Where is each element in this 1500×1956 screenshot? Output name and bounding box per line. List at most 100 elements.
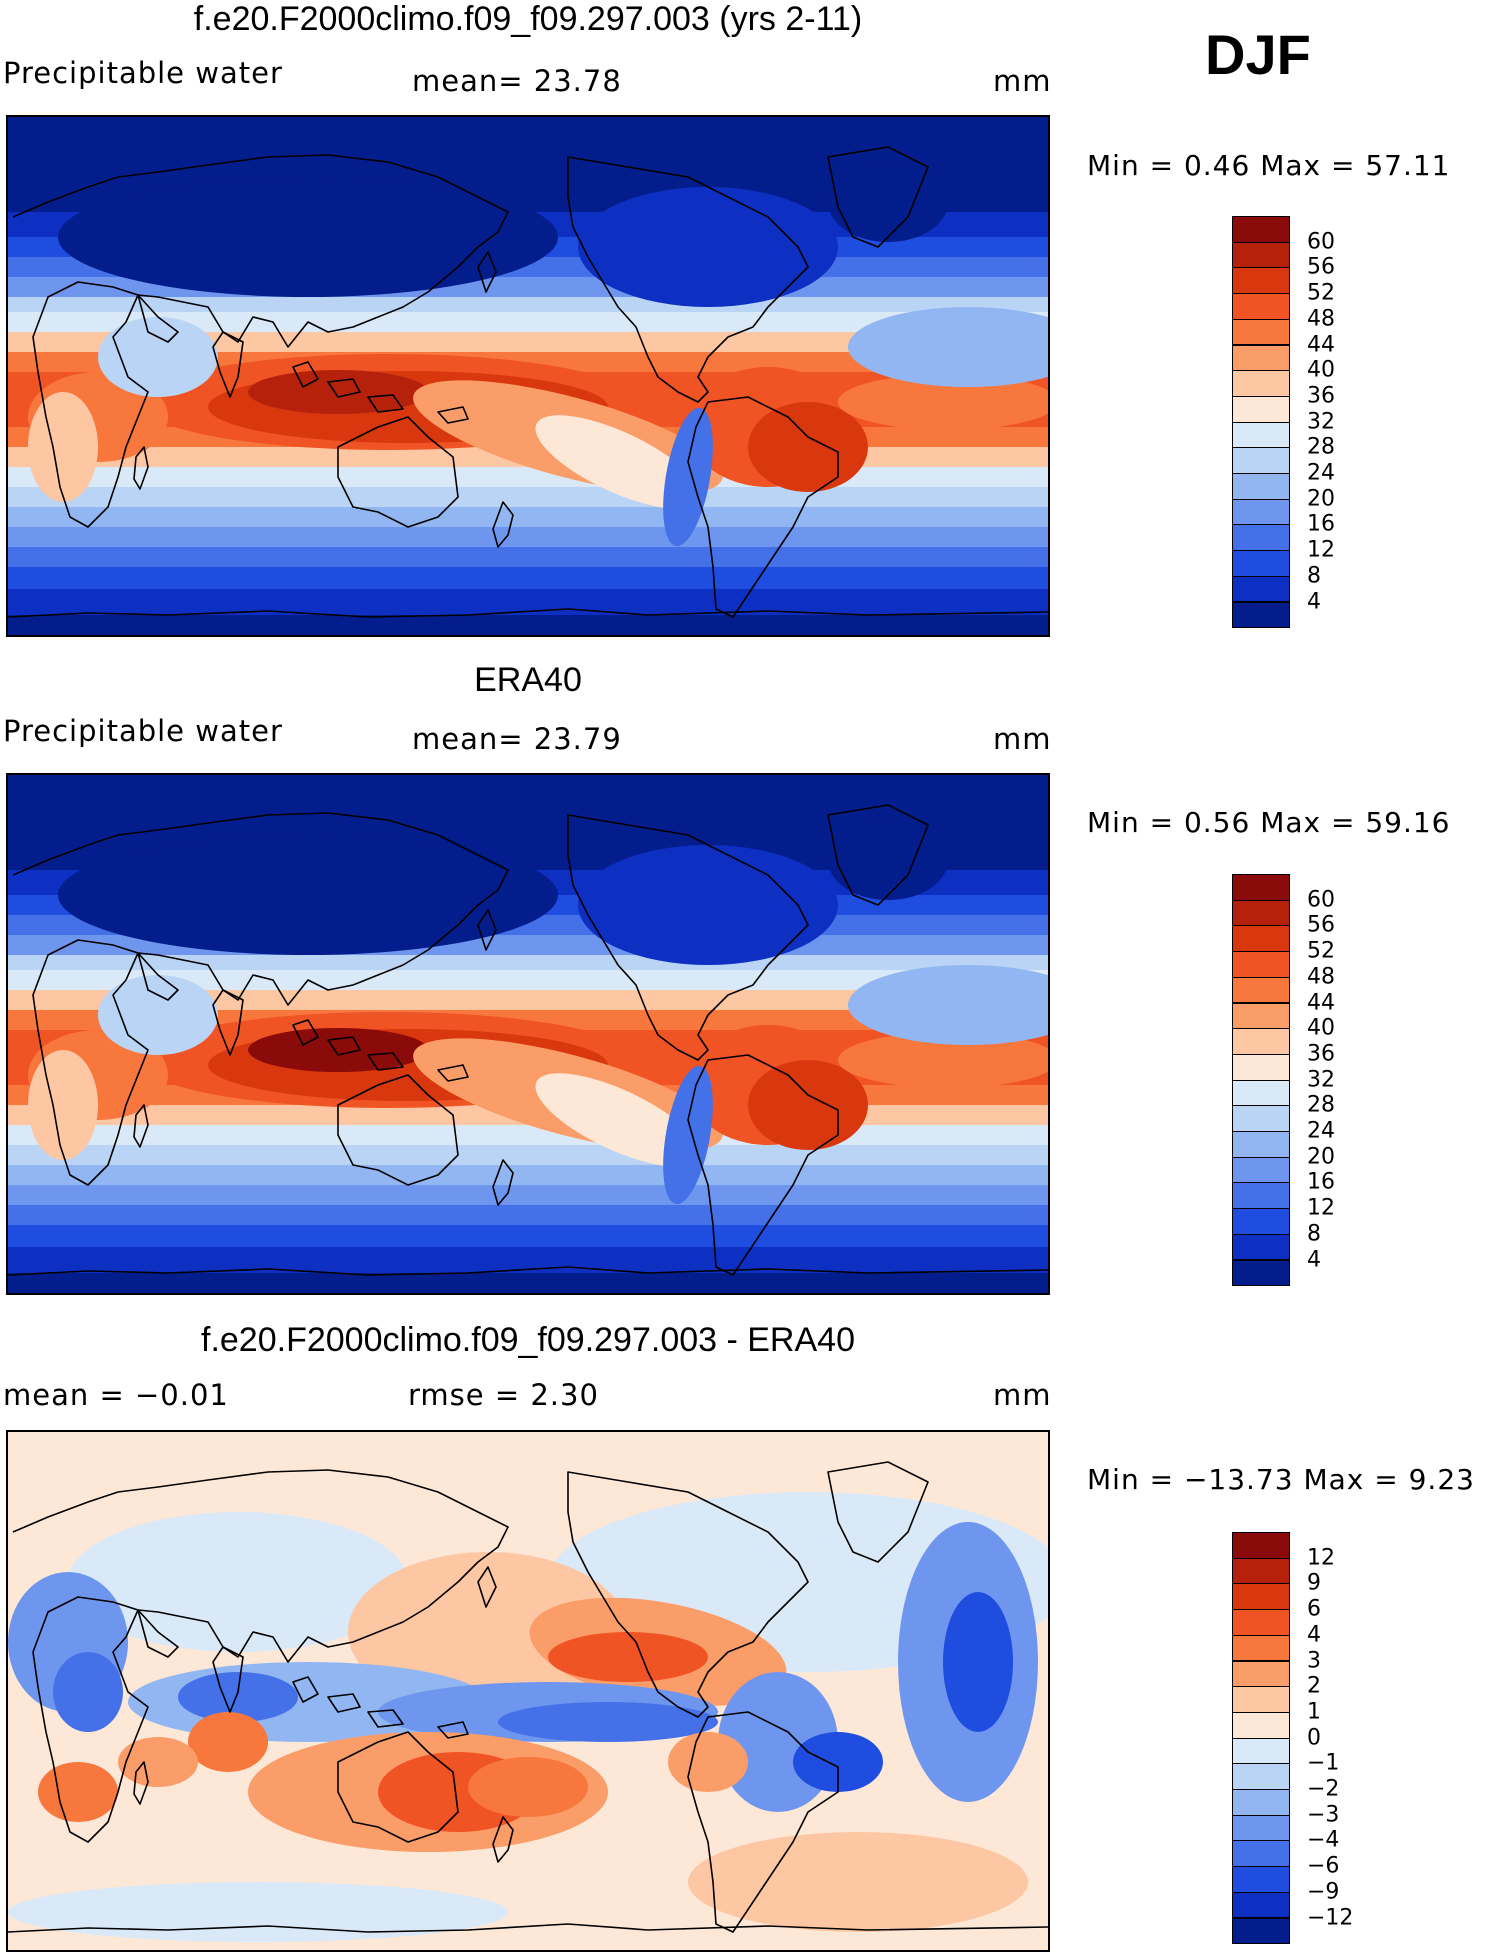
colorbar-box <box>1232 1866 1290 1893</box>
panel-1-minmax: Min = 0.46 Max = 57.11 <box>1087 149 1451 182</box>
colorbar-tick-label: −6 <box>1307 1853 1340 1879</box>
colorbar-tick-label: 52 <box>1307 280 1335 306</box>
colorbar-tick-label: 28 <box>1307 1092 1335 1118</box>
colorbar-tick-label: 4 <box>1307 1622 1321 1648</box>
colorbar-box <box>1232 293 1290 320</box>
colorbar-tick-label: 6 <box>1307 1596 1321 1622</box>
colorbar-box <box>1232 1053 1290 1081</box>
colorbar-tick-label: 40 <box>1307 1015 1335 1041</box>
colorbar-tick-label: 56 <box>1307 912 1335 938</box>
colorbar-box <box>1232 951 1290 978</box>
colorbar-box <box>1232 1789 1290 1816</box>
panel-2-minmax: Min = 0.56 Max = 59.16 <box>1087 806 1451 839</box>
colorbar-tick-label: 32 <box>1307 1067 1335 1093</box>
panel-1-map <box>6 115 1050 637</box>
colorbar-tick-label: −2 <box>1307 1776 1340 1802</box>
colorbar-tick-label: 36 <box>1307 1041 1335 1067</box>
colorbar-box <box>1232 421 1290 449</box>
colorbar-box <box>1232 1208 1290 1235</box>
colorbar-box <box>1232 1660 1290 1688</box>
panel-2-map-field <box>8 775 1048 1293</box>
colorbar-box <box>1232 1763 1290 1790</box>
colorbar-box <box>1232 1259 1290 1287</box>
panel-2-mean-label: mean= 23.79 <box>412 722 622 756</box>
colorbar-box <box>1232 447 1290 474</box>
panel-3-colorbar: 12 9 6 4 3 2 1 0 −1 −2 −3 −4 −6 −9 −12 <box>1232 1532 1353 1945</box>
colorbar-box <box>1232 395 1290 423</box>
colorbar-box <box>1232 575 1290 603</box>
colorbar-box <box>1232 241 1290 269</box>
colorbar-tick-label: 12 <box>1307 1195 1335 1221</box>
colorbar-box <box>1232 1814 1290 1842</box>
colorbar-tick-label: 40 <box>1307 357 1335 383</box>
panel-1-variable-label: Precipitable water <box>3 56 283 90</box>
colorbar-tick-label: 16 <box>1307 1169 1335 1195</box>
panel-2-colorbar: 60 56 52 48 44 40 36 32 28 24 20 16 12 8 4 <box>1232 874 1335 1287</box>
colorbar-box <box>1232 550 1290 577</box>
colorbar-box <box>1232 1711 1290 1739</box>
colorbar-tick-label: 48 <box>1307 964 1335 990</box>
colorbar-box <box>1232 473 1290 500</box>
panel-3-minmax: Min = −13.73 Max = 9.23 <box>1087 1463 1475 1496</box>
colorbar-tick-label: 2 <box>1307 1673 1321 1699</box>
colorbar-tick-label: 20 <box>1307 486 1335 512</box>
colorbar-box <box>1232 899 1290 927</box>
colorbar-tick-label: 0 <box>1307 1725 1321 1751</box>
colorbar-box <box>1232 318 1290 346</box>
colorbar-tick-label: 24 <box>1307 1118 1335 1144</box>
panel-3-map-field <box>8 1432 1048 1950</box>
colorbar-tick-label: −12 <box>1307 1905 1354 1930</box>
colorbar-box <box>1232 1028 1290 1055</box>
season-label: DJF <box>1205 23 1311 86</box>
colorbar-box <box>1232 216 1290 243</box>
colorbar-tick-label: −9 <box>1307 1879 1340 1905</box>
colorbar-box <box>1232 1131 1290 1158</box>
panel-2-map <box>6 773 1050 1295</box>
colorbar-box <box>1232 874 1290 901</box>
colorbar-box <box>1232 370 1290 397</box>
colorbar-tick-label: 52 <box>1307 938 1335 964</box>
colorbar-tick-label: 8 <box>1307 1221 1321 1247</box>
colorbar-box <box>1232 1917 1290 1945</box>
colorbar-tick-label: 8 <box>1307 563 1321 589</box>
colorbar-tick-label: 4 <box>1307 589 1321 614</box>
colorbar-tick-label: 36 <box>1307 383 1335 409</box>
panel-3-map <box>6 1430 1050 1952</box>
colorbar-tick-label: 20 <box>1307 1144 1335 1170</box>
colorbar-box <box>1232 976 1290 1004</box>
colorbar-tick-label: 16 <box>1307 511 1335 537</box>
colorbar-tick-label: 32 <box>1307 409 1335 435</box>
panel-1-mean-label: mean= 23.78 <box>412 64 622 98</box>
colorbar-box <box>1232 524 1290 552</box>
panel-1-colorbar: 60 56 52 48 44 40 36 32 28 24 20 16 12 8 4 <box>1232 216 1335 629</box>
colorbar-tick-label: 44 <box>1307 990 1335 1015</box>
colorbar-box <box>1232 498 1290 526</box>
colorbar-box <box>1232 1609 1290 1636</box>
colorbar-box <box>1232 1557 1290 1585</box>
colorbar-tick-label: 44 <box>1307 332 1335 357</box>
colorbar-box <box>1232 1686 1290 1713</box>
panel-2-title: ERA40 <box>474 661 582 699</box>
colorbar-tick-label: 48 <box>1307 306 1335 332</box>
colorbar-box <box>1232 1583 1290 1611</box>
colorbar-tick-label: 24 <box>1307 460 1335 486</box>
colorbar-tick-label: 12 <box>1307 537 1335 563</box>
colorbar-box <box>1232 601 1290 629</box>
colorbar-box <box>1232 1105 1290 1132</box>
panel-2-variable-label: Precipitable water <box>3 714 283 748</box>
panel-1-title: f.e20.F2000climo.f09_f09.297.003 (yrs 2-… <box>193 0 863 38</box>
panel-3-title: f.e20.F2000climo.f09_f09.297.003 - ERA40 <box>201 1321 855 1359</box>
colorbar-box <box>1232 267 1290 295</box>
colorbar-tick-label: −4 <box>1307 1827 1340 1853</box>
colorbar-box <box>1232 1532 1290 1559</box>
panel-3-rmse-label: rmse = 2.30 <box>408 1378 599 1412</box>
colorbar-tick-label: 4 <box>1307 1247 1321 1272</box>
colorbar-box <box>1232 1634 1290 1662</box>
colorbar-box <box>1232 1233 1290 1261</box>
panel-1-map-field <box>8 117 1048 635</box>
panel-3-units: mm <box>993 1378 1052 1412</box>
colorbar-box <box>1232 925 1290 953</box>
colorbar-tick-label: 28 <box>1307 434 1335 460</box>
colorbar-tick-label: 9 <box>1307 1570 1321 1596</box>
colorbar-box <box>1232 1182 1290 1210</box>
